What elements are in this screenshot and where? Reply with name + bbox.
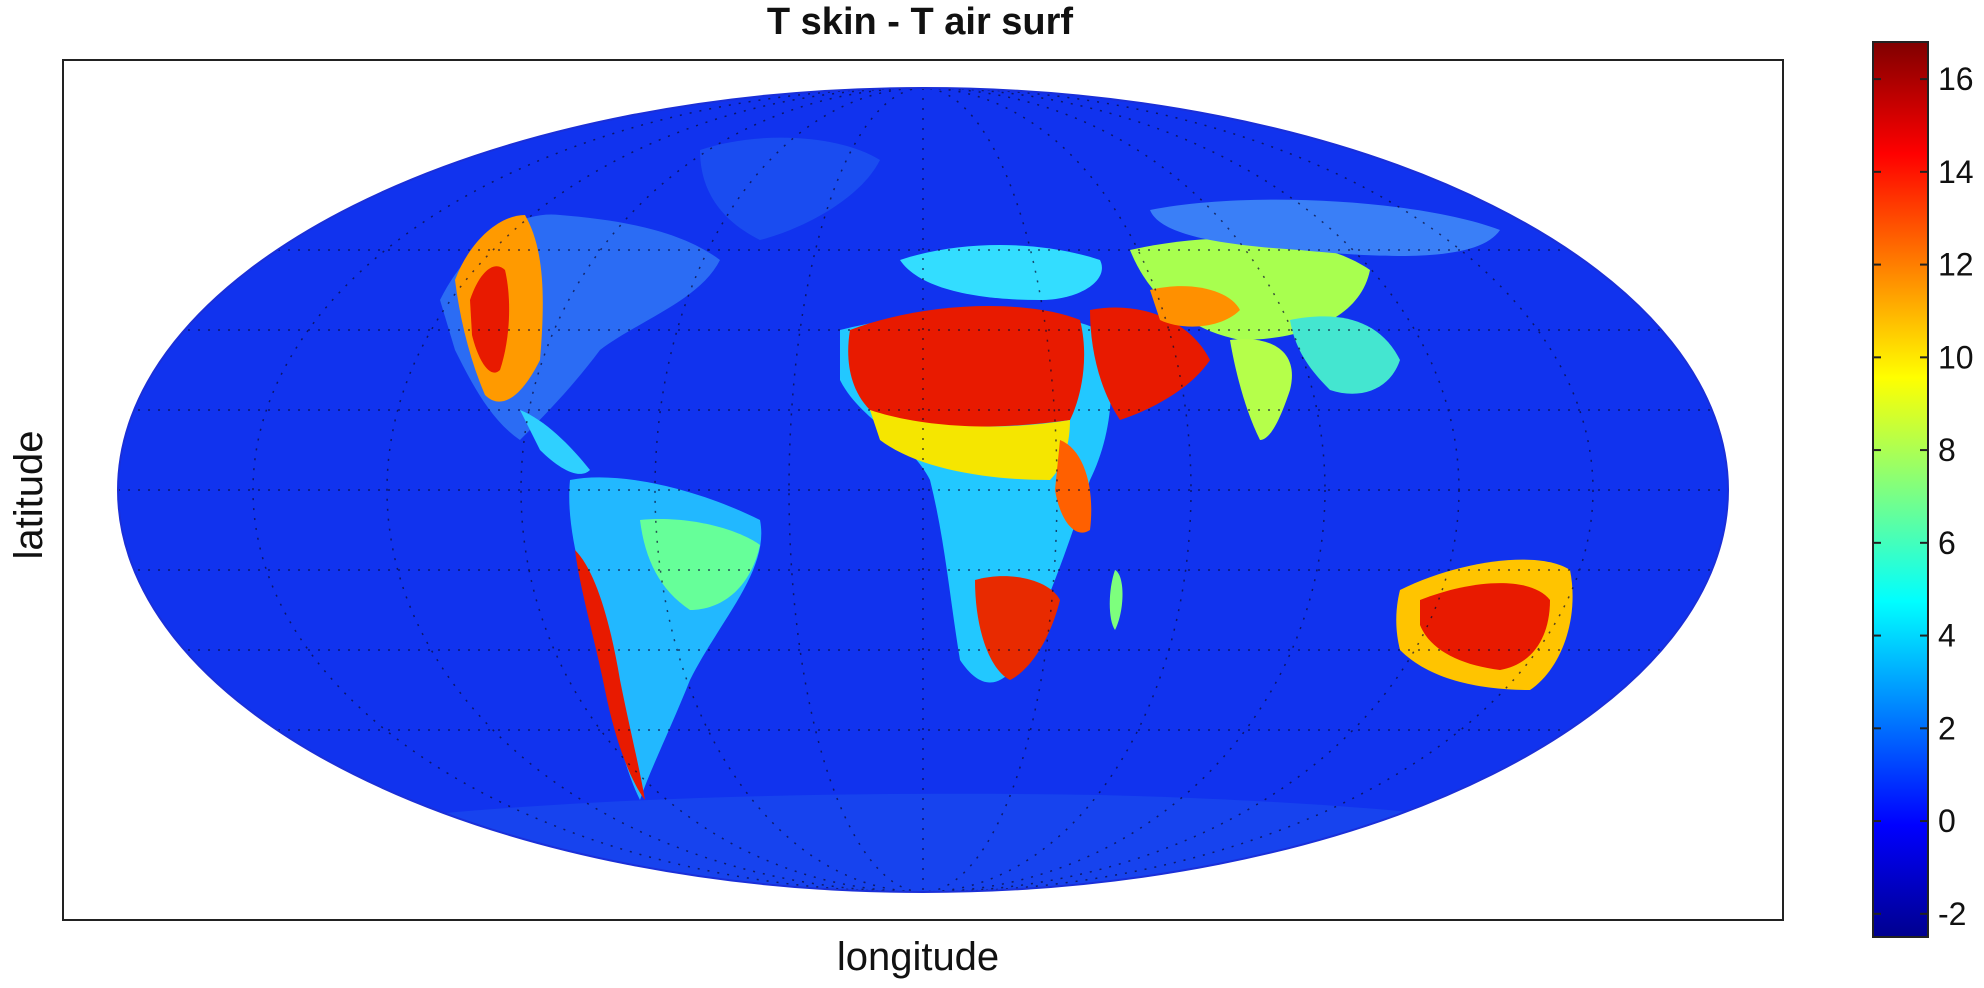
region-central-asia-hot [1150,286,1240,327]
region-sahara [848,306,1085,427]
region-sahel [870,410,1070,480]
colorbar-tick-label: 0 [1938,803,1956,839]
colorbar-tick-label: 12 [1938,247,1974,283]
colorbar-tick-label: 4 [1938,618,1956,654]
region-siberia [1150,199,1500,256]
region-central-america [520,410,590,474]
x-axis-label: longitude [837,935,999,979]
chart-title: T skin - T air surf [767,1,1074,43]
colorbar-tick-label: 16 [1938,61,1974,97]
region-western-north-america-core [470,266,510,373]
region-east-asia [1290,316,1400,394]
region-arabian-peninsula [1090,307,1210,420]
colorbar-tick-label: -2 [1938,896,1966,932]
colorbar-tick-label: 10 [1938,339,1974,375]
colorbar-tick-label: 2 [1938,710,1956,746]
globe-outline [117,87,1729,893]
region-india [1230,339,1292,440]
graticule [118,88,1728,892]
region-europe [900,245,1102,300]
land-regions [300,137,1600,892]
region-madagascar [1109,570,1123,630]
colorbar-tick-label: 6 [1938,525,1956,561]
colorbar-tick-label: 8 [1938,432,1956,468]
colorbar: -2 0 2 4 6 8 10 12 14 16 [1872,41,1974,938]
region-southern-africa [975,576,1060,680]
region-andes [575,550,645,800]
colorbar-tick-label: 14 [1938,154,1974,190]
colorbar-ticks: -2 0 2 4 6 8 10 12 14 16 [1873,61,1974,932]
region-greenland [700,137,880,240]
region-east-africa [1055,440,1092,533]
y-axis-label: latitude [7,431,51,560]
region-brazil [640,519,760,610]
colorbar-gradient [1872,41,1929,938]
map-globe [117,87,1729,893]
region-australia-interior [1420,583,1550,670]
